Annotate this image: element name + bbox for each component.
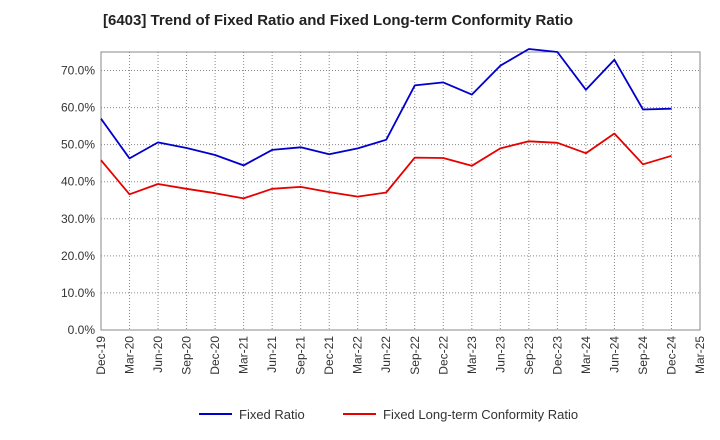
x-tick-label: Mar-24 (579, 336, 593, 374)
plot-frame (100, 51, 701, 331)
y-tick-label: 70.0% (61, 64, 95, 78)
x-tick-label: Dec-24 (664, 336, 678, 375)
y-tick-label: 50.0% (61, 138, 95, 152)
x-tick-label: Sep-20 (180, 336, 194, 375)
x-tick-label: Dec-23 (550, 336, 564, 375)
chart-title: [6403] Trend of Fixed Ratio and Fixed Lo… (103, 12, 574, 29)
x-tick-label: Jun-24 (607, 336, 621, 373)
y-tick-label: 20.0% (61, 249, 95, 263)
x-tick-label: Dec-20 (208, 336, 222, 375)
x-tick-label: Sep-23 (522, 336, 536, 375)
grid-layer (101, 52, 701, 330)
x-tick-label: Dec-22 (436, 336, 450, 375)
x-tick-label: Dec-21 (322, 336, 336, 375)
x-tick-label: Dec-19 (94, 336, 108, 375)
x-tick-label: Mar-20 (123, 336, 137, 374)
y-tick-label: 60.0% (61, 101, 95, 115)
y-tick-label: 30.0% (61, 212, 95, 226)
series-layer (100, 48, 672, 200)
x-tick-label: Jun-20 (151, 336, 165, 373)
y-tick-label: 0.0% (68, 323, 96, 337)
y-tick-label: 40.0% (61, 175, 95, 189)
y-tick-label: 10.0% (61, 286, 95, 300)
x-tick-label: Sep-21 (294, 336, 308, 375)
legend-layer: Fixed Ratio Fixed Long-term Conformity Ra… (199, 407, 578, 422)
series-line-1 (100, 132, 672, 200)
x-tick-label: Jun-21 (265, 336, 279, 373)
x-tick-label: Mar-22 (351, 336, 365, 374)
legend-label-0: Fixed Ratio (239, 407, 305, 422)
x-tick-label: Mar-25 (693, 336, 707, 374)
legend-label-1: Fixed Long-term Conformity Ratio (383, 407, 578, 422)
axis-layer: 0.0% 10.0% 20.0% 30.0% 40.0% 50.0% 60.0% 70.0% D… (61, 51, 707, 375)
x-tick-label: Jun-23 (493, 336, 507, 373)
x-tick-label: Mar-21 (237, 336, 251, 374)
x-tick-label: Sep-22 (408, 336, 422, 375)
x-tick-label: Jun-22 (379, 336, 393, 373)
x-tick-label: Sep-24 (636, 336, 650, 375)
x-tick-label: Mar-23 (465, 336, 479, 374)
series-line-0 (100, 48, 672, 167)
